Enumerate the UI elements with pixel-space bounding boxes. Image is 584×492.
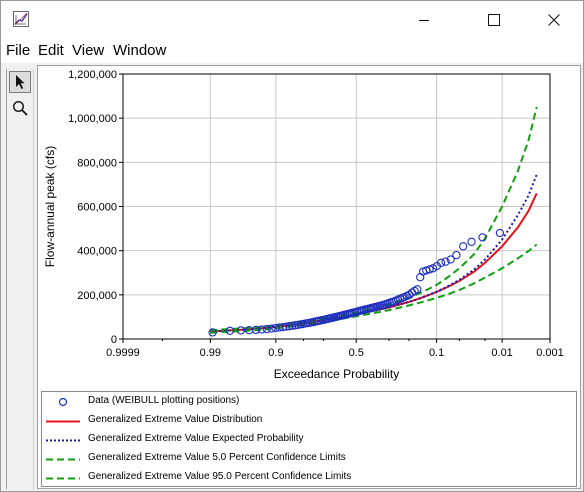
x-axis-title: Exceedance Probability — [274, 367, 399, 381]
close-button[interactable] — [531, 1, 577, 39]
data-point — [262, 324, 271, 334]
title-bar[interactable] — [1, 1, 583, 39]
data-point — [267, 324, 276, 333]
data-point — [251, 325, 261, 335]
data-point — [467, 237, 476, 246]
frequency-curve-chart[interactable]: 0.9999 0.99 0.9 0.5 0.1 0.01 0.001 0 200,000 400,… — [38, 66, 580, 386]
data-point — [405, 290, 414, 299]
zoom-tool-button[interactable] — [9, 97, 31, 119]
data-point — [288, 321, 297, 330]
data-point — [208, 328, 217, 337]
data-point — [225, 326, 235, 335]
legend-item-gev-95-percent: Generalized Extreme Value 95.0 Percent C… — [42, 469, 576, 488]
series-line-4 — [210, 243, 538, 334]
y-tick-label: 0 — [111, 334, 117, 346]
arrow-pointer-icon — [16, 75, 25, 89]
legend-label-gev-expected: Generalized Extreme Value Expected Proba… — [88, 433, 304, 444]
y-tick-label: 400,000 — [77, 246, 117, 258]
y-axis-title: Flow-annual peak (cfs) — [43, 146, 57, 267]
legend-label-data: Data (WEIBULL plotting positions) — [88, 395, 240, 406]
data-point — [413, 285, 422, 294]
data-point — [236, 326, 246, 335]
x-tick-label: 0.5 — [349, 347, 364, 359]
chart-legend: Data (WEIBULL plotting positions) Genera… — [41, 391, 577, 487]
menu-view[interactable]: View — [72, 42, 105, 59]
x-tick-label: 0.01 — [491, 347, 512, 359]
data-point — [452, 250, 461, 260]
data-point — [285, 322, 294, 331]
solid-line-icon — [46, 420, 80, 423]
maximize-icon — [488, 14, 500, 26]
data-point — [436, 258, 446, 267]
data-point — [278, 322, 288, 332]
data-point — [459, 242, 468, 251]
series-line-3 — [210, 106, 538, 332]
dashed-line-icon — [46, 458, 80, 461]
legend-label-gev-95-percent: Generalized Extreme Value 95.0 Percent C… — [88, 471, 352, 482]
y-tick-label: 800,000 — [77, 157, 117, 169]
legend-item-data: Data (WEIBULL plotting positions) — [42, 393, 576, 412]
y-tick-label: 1,000,000 — [68, 113, 117, 125]
x-tick-label: 0.9 — [268, 347, 283, 359]
data-point — [478, 233, 487, 242]
x-tick-label: 0.99 — [200, 347, 221, 359]
data-point — [257, 325, 266, 334]
y-tick-label: 1,200,000 — [68, 69, 117, 81]
legend-label-gev-distribution: Generalized Extreme Value Distribution — [88, 414, 263, 425]
series-line-2 — [210, 174, 538, 333]
dashed-line-icon — [46, 477, 80, 480]
menu-window[interactable]: Window — [113, 42, 167, 59]
minimize-icon — [419, 20, 429, 21]
data-point — [290, 321, 300, 330]
menu-file[interactable]: File — [6, 42, 31, 59]
data-point — [446, 255, 455, 264]
legend-label-gev-5-percent: Generalized Extreme Value 5.0 Percent Co… — [88, 452, 346, 463]
legend-item-gev-distribution: Generalized Extreme Value Distribution — [42, 412, 576, 431]
x-tick-label: 0.1 — [429, 347, 444, 359]
close-icon — [548, 14, 560, 26]
legend-item-gev-expected: Generalized Extreme Value Expected Proba… — [42, 431, 576, 450]
data-point — [495, 228, 505, 238]
data-point — [282, 322, 291, 331]
legend-item-gev-5-percent: Generalized Extreme Value 5.0 Percent Co… — [42, 450, 576, 469]
plot-frame — [122, 73, 551, 340]
x-tick-label: 0.001 — [536, 347, 564, 359]
y-tick-label: 200,000 — [77, 290, 117, 302]
data-point — [441, 257, 450, 266]
y-tick-label: 600,000 — [77, 202, 117, 214]
x-tick-label: 0.9999 — [106, 347, 140, 359]
menu-edit[interactable]: Edit — [38, 42, 64, 59]
chart-app-icon — [13, 11, 29, 27]
magnifier-icon — [12, 100, 28, 116]
minimize-button[interactable] — [401, 1, 447, 39]
dotted-line-icon — [46, 439, 80, 442]
tool-palette — [6, 69, 34, 489]
menu-bar: File Edit View Window — [1, 39, 583, 63]
maximize-button[interactable] — [471, 1, 517, 39]
data-point — [425, 265, 434, 274]
circle-marker-icon — [58, 397, 68, 407]
pointer-tool-button[interactable] — [9, 71, 31, 93]
